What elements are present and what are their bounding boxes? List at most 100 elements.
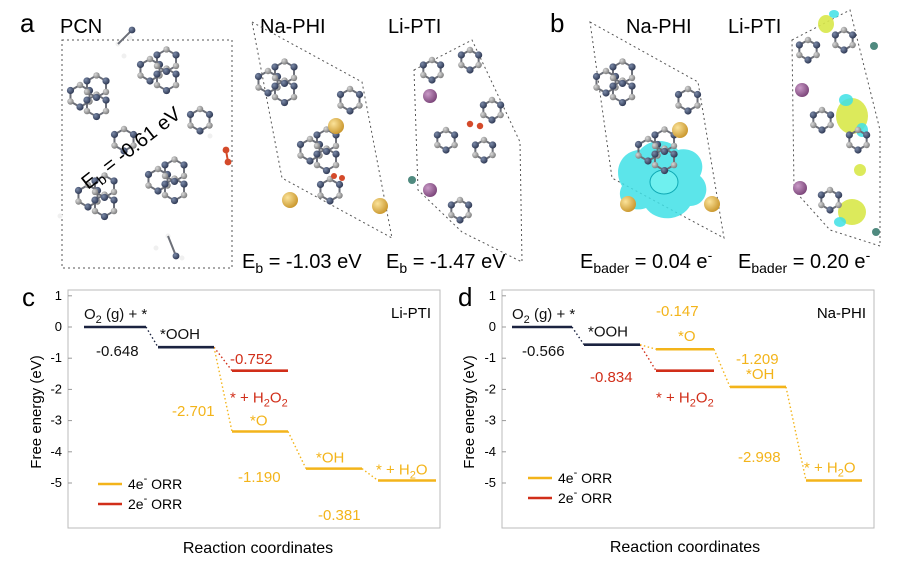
atom — [628, 82, 636, 90]
atom — [818, 126, 826, 134]
atom — [810, 121, 817, 129]
ebader-na-phi: Ebader = 0.04 e- — [580, 247, 713, 276]
atom — [84, 181, 92, 189]
atom — [83, 77, 91, 85]
atom — [136, 60, 145, 69]
label-li-pti-b: Li-PTI — [728, 16, 781, 38]
atom — [144, 170, 153, 179]
atom — [620, 196, 636, 212]
legend-label: 2e- ORR — [558, 487, 612, 506]
atom — [313, 150, 321, 158]
atom — [618, 79, 627, 88]
atom — [172, 70, 180, 78]
atom — [280, 98, 289, 107]
atom — [651, 142, 659, 150]
atom — [110, 177, 118, 185]
legend-label: 4e- ORR — [558, 467, 612, 486]
level-label: *OOH — [160, 326, 200, 343]
atom — [264, 67, 272, 75]
atom — [313, 142, 321, 150]
atom — [281, 58, 288, 65]
atom — [271, 93, 279, 101]
atom — [322, 166, 331, 175]
atom — [110, 188, 118, 196]
atom — [146, 55, 154, 63]
atom — [356, 102, 363, 109]
atom — [154, 187, 162, 195]
atom — [162, 67, 171, 76]
panel-d: d Na-PHI Reaction coordinates Free energ… — [458, 282, 875, 556]
y-tick-label: 1 — [489, 288, 496, 303]
atom — [332, 150, 340, 158]
atom — [835, 201, 842, 209]
atom — [153, 51, 161, 59]
y-tick-label: -2 — [484, 381, 496, 396]
atom — [102, 77, 110, 85]
atom — [466, 66, 474, 74]
atom — [670, 161, 678, 169]
atom — [57, 213, 63, 219]
label-na-phi-a: Na-PHI — [260, 16, 326, 38]
atom — [826, 206, 834, 214]
chart-c-yticks: 1 0 -1 -2 -3 -4 -5 — [50, 288, 72, 490]
atom — [618, 98, 627, 107]
atom — [205, 110, 214, 119]
atom — [331, 173, 337, 179]
atom — [818, 106, 826, 114]
atom — [207, 133, 213, 139]
atom — [651, 131, 659, 139]
level-label: * + H2O — [804, 460, 856, 480]
na-phi-b-structure — [592, 58, 720, 212]
step-energy-label: -2.998 — [738, 449, 781, 466]
chart-c-level-labels: O2 (g) + * *OOH * + H2O2 *O *OH * + H2O -0.648… — [84, 306, 428, 524]
atom — [83, 107, 91, 115]
legend-label: 2e- ORR — [128, 493, 182, 512]
atom — [83, 88, 91, 96]
atom — [130, 142, 137, 149]
atom — [172, 62, 180, 70]
y-tick-label: -4 — [50, 444, 62, 459]
atom — [121, 53, 127, 59]
chart-d-level-labels: O2 (g) + * *OOH * + H2O2 *O *OH * + H2O -0.566… — [512, 303, 856, 480]
atom — [644, 135, 652, 143]
atom — [675, 102, 682, 109]
panel-letter-a: a — [20, 8, 35, 38]
chart-c-frame — [67, 289, 441, 529]
atom — [75, 198, 82, 205]
atom — [433, 131, 441, 139]
atom — [297, 152, 304, 159]
atom — [355, 90, 364, 99]
atom — [186, 110, 195, 119]
atom — [290, 93, 298, 101]
atom — [660, 147, 669, 156]
level-label: * + H2O2 — [230, 390, 288, 410]
atom — [672, 122, 688, 138]
atom — [475, 51, 483, 59]
chart-c-levels — [84, 325, 436, 482]
atom — [489, 151, 496, 159]
atom — [693, 90, 702, 99]
atom — [110, 207, 118, 215]
atom — [161, 191, 169, 199]
atom — [437, 71, 444, 79]
atom — [100, 193, 109, 202]
atom — [795, 83, 809, 97]
atom — [322, 147, 331, 156]
atom — [372, 198, 388, 214]
level-label: *OH — [746, 366, 774, 383]
atom — [162, 86, 171, 95]
level-label: *O — [678, 328, 696, 345]
atom — [831, 31, 839, 39]
atom — [92, 93, 101, 102]
step-connector — [639, 344, 657, 372]
chart-d-tag: Na-PHI — [817, 305, 866, 322]
atom — [67, 98, 74, 105]
atom — [323, 126, 330, 133]
atom — [180, 180, 188, 188]
atom — [818, 201, 825, 209]
atom — [264, 89, 272, 97]
atom — [290, 82, 298, 90]
atom — [457, 51, 465, 59]
level-label: *OOH — [588, 324, 628, 341]
atom — [849, 41, 856, 49]
